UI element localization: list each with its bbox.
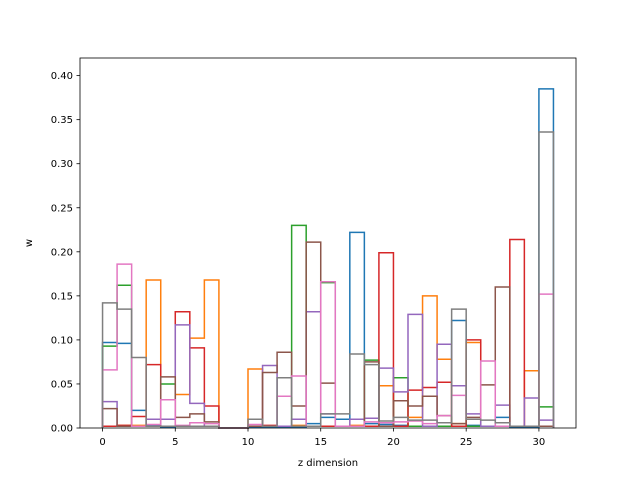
y-tick-label: 0.10 xyxy=(51,335,73,346)
x-tick-label: 20 xyxy=(387,437,400,448)
plot-frame xyxy=(79,57,577,429)
y-axis: 0.00 0.05 0.10 0.15 0.20 0.25 0.30 0.35 0.40 xyxy=(51,71,80,435)
y-tick-label: 0.05 xyxy=(51,379,73,390)
y-tick-label: 0.40 xyxy=(51,71,73,82)
y-tick-label: 0.15 xyxy=(51,291,73,302)
x-tick-label: 30 xyxy=(533,437,546,448)
y-tick-label: 0.35 xyxy=(51,115,73,126)
x-tick-label: 15 xyxy=(314,437,327,448)
x-tick-label: 0 xyxy=(99,437,105,448)
y-tick-label: 0.20 xyxy=(51,247,73,258)
series-layer xyxy=(101,88,555,429)
y-axis-label: w xyxy=(24,239,35,247)
y-tick-label: 0.30 xyxy=(51,159,73,170)
x-tick-label: 5 xyxy=(172,437,178,448)
y-tick-label: 0.25 xyxy=(51,203,73,214)
x-tick-label: 25 xyxy=(460,437,473,448)
x-axis: 0 5 10 15 20 25 30 xyxy=(99,428,545,448)
plot-area xyxy=(80,58,576,428)
y-tick-label: 0.00 xyxy=(51,424,73,435)
series-6-step xyxy=(101,241,555,429)
series-8-step xyxy=(101,131,555,429)
x-tick-label: 10 xyxy=(242,437,255,448)
x-axis-label: z dimension xyxy=(298,458,358,469)
